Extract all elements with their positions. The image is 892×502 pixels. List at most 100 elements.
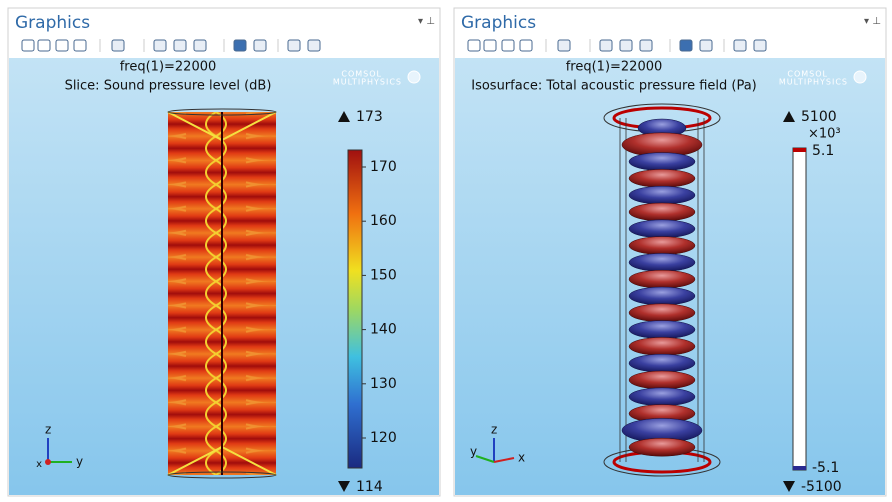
isosurface-disc (628, 303, 696, 323)
toolbar-button[interactable] (733, 39, 747, 52)
panel-title: Graphics (461, 13, 536, 33)
colorbar-min: -5100 (801, 479, 842, 495)
isosurface-disc (628, 236, 696, 255)
freq-label: freq(1)=22000 (566, 60, 663, 75)
logo-multiphysics: MULTIPHYSICS (779, 78, 848, 87)
axis-y (475, 455, 495, 463)
toolbar-icon (173, 39, 187, 52)
toolbar-button[interactable] (287, 39, 301, 52)
toolbar-button[interactable] (307, 39, 321, 52)
min-marker (783, 481, 795, 492)
toolbar-icon (639, 39, 653, 52)
colorbar-tick-label: 140 (370, 322, 397, 338)
logo-globe (853, 70, 867, 84)
isosurface-disc (628, 219, 696, 239)
toolbar-icon (557, 39, 571, 52)
toolbar-button[interactable] (599, 39, 613, 52)
isosurface-disc (628, 286, 696, 306)
logo-multiphysics: MULTIPHYSICS (333, 78, 402, 87)
axis-label-y: y (76, 455, 83, 469)
toolbar-icon (467, 39, 481, 52)
isosurface-disc (628, 337, 696, 356)
toolbar-button[interactable] (55, 39, 69, 52)
toolbar-button[interactable] (111, 39, 125, 52)
isosurface-disc (628, 202, 696, 222)
colorbar (792, 147, 807, 471)
toolbar-button[interactable] (753, 39, 767, 52)
plot-title: Isosurface: Total acoustic pressure fiel… (471, 79, 757, 94)
panel-menu: ▾ ⊥ (864, 16, 881, 27)
toolbar-icon (233, 39, 247, 52)
toolbar-button[interactable] (699, 39, 713, 52)
max-marker (338, 111, 350, 122)
panel-title: Graphics (15, 13, 90, 33)
toolbar-icon (519, 39, 533, 52)
toolbar-icon (483, 39, 497, 52)
axis-label-z: z (491, 423, 497, 437)
colorbar-multiplier: ×10³ (808, 127, 841, 142)
colorbar (347, 149, 363, 469)
toolbar-button[interactable] (37, 39, 51, 52)
isosurface-disc (628, 353, 696, 373)
toolbar-icon (193, 39, 207, 52)
colorbar-top-label: 5.1 (812, 143, 834, 159)
axis-x (493, 457, 515, 463)
toolbar-button[interactable] (679, 39, 693, 52)
colorbar-tick-label: 170 (370, 159, 397, 175)
toolbar-icon (501, 39, 515, 52)
axis-label-y: y (470, 445, 477, 459)
toolbar-icon (619, 39, 633, 52)
toolbar-button[interactable] (619, 39, 633, 52)
cylinder-edge (167, 471, 277, 479)
cylinder-edge (167, 108, 277, 116)
axis-x (45, 459, 51, 465)
toolbar-icon (21, 39, 35, 52)
colorbar-max: 5100 (801, 109, 837, 125)
isosurface-disc (628, 185, 696, 205)
isosurface-disc (628, 437, 696, 457)
logo-globe (407, 70, 421, 84)
axis-label-x: x (36, 459, 42, 470)
isosurface-disc (628, 253, 696, 272)
toolbar-icon (111, 39, 125, 52)
panel-menu: ▾ ⊥ (418, 16, 435, 27)
toolbar-icon (599, 39, 613, 52)
isosurface-disc (628, 387, 696, 407)
toolbar-icon (153, 39, 167, 52)
toolbar-button[interactable] (253, 39, 267, 52)
min-marker (338, 481, 350, 492)
colorbar-tick-label: 120 (370, 430, 397, 446)
toolbar-icon (307, 39, 321, 52)
freq-label: freq(1)=22000 (120, 60, 217, 75)
toolbar-button[interactable] (73, 39, 87, 52)
colorbar-tick-label: 130 (370, 376, 397, 392)
toolbar-button[interactable] (21, 39, 35, 52)
toolbar-button[interactable] (193, 39, 207, 52)
toolbar-button[interactable] (519, 39, 533, 52)
toolbar-button[interactable] (557, 39, 571, 52)
toolbar-icon (287, 39, 301, 52)
toolbar-button[interactable] (483, 39, 497, 52)
toolbar-icon (253, 39, 267, 52)
toolbar-button[interactable] (501, 39, 515, 52)
plot-title: Slice: Sound pressure level (dB) (65, 79, 272, 94)
toolbar-icon (37, 39, 51, 52)
colorbar-tick-label: 150 (370, 267, 397, 283)
colorbar-tick-label: 160 (370, 213, 397, 229)
toolbar-icon (679, 39, 693, 52)
logo-comsol: COMSOL (787, 70, 828, 79)
toolbar-button[interactable] (467, 39, 481, 52)
isosurface-disc (628, 269, 696, 289)
toolbar-icon (73, 39, 87, 52)
colorbar-top (793, 148, 806, 152)
toolbar-button[interactable] (173, 39, 187, 52)
isosurface-disc (628, 320, 696, 339)
toolbar-icon (733, 39, 747, 52)
colorbar-min: 114 (356, 479, 383, 495)
toolbar-button[interactable] (233, 39, 247, 52)
toolbar-button[interactable] (153, 39, 167, 52)
logo-comsol: COMSOL (341, 70, 382, 79)
toolbar-button[interactable] (639, 39, 653, 52)
